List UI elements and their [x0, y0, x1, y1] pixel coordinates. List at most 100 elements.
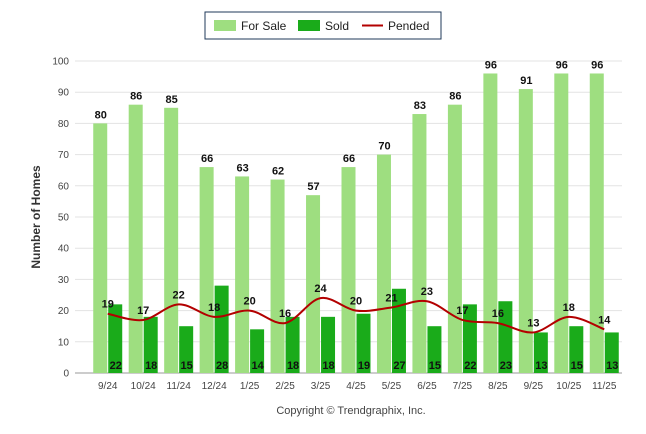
data-label-sold: 18 — [145, 360, 157, 372]
pended-line — [107, 296, 605, 334]
bar-sold — [214, 285, 229, 373]
data-label-sold: 15 — [571, 360, 583, 372]
x-axis-ticks: 9/24 10/24 11/24 12/24 1/25 2/25 3/25 4/25 5/25 6… — [98, 381, 617, 392]
data-label-pended: 19 — [102, 299, 114, 311]
data-label-for-sale: 96 — [485, 59, 497, 71]
y-tick-label: 20 — [58, 306, 70, 317]
data-label-for-sale: 86 — [130, 91, 142, 103]
data-label-for-sale: 62 — [272, 166, 284, 178]
data-label-pended: 22 — [173, 289, 185, 301]
y-tick-label: 0 — [63, 369, 69, 380]
data-label-pended: 23 — [421, 286, 433, 298]
legend: For Sale Sold Pended — [204, 11, 442, 40]
bar-for-sale — [164, 107, 179, 374]
data-label-sold: 19 — [358, 360, 370, 372]
data-label-sold: 15 — [429, 360, 441, 372]
x-tick-label: 9/25 — [524, 381, 544, 392]
data-label-for-sale: 91 — [520, 75, 532, 87]
x-tick-label: 2/25 — [275, 381, 295, 392]
x-tick-label: 4/25 — [346, 381, 366, 392]
y-axis-title: Number of Homes — [29, 165, 43, 269]
x-tick-label: 9/24 — [98, 381, 118, 392]
pended-line-layer — [107, 296, 605, 334]
data-label-pended: 18 — [208, 302, 220, 314]
data-label-pended: 24 — [314, 283, 327, 295]
data-label-for-sale: 70 — [378, 141, 390, 153]
x-tick-label: 10/25 — [556, 381, 581, 392]
bar-sold — [391, 288, 406, 373]
bar-for-sale — [554, 73, 569, 373]
data-label-pended: 13 — [527, 317, 539, 329]
data-label-for-sale: 86 — [449, 91, 461, 103]
bar-sold — [108, 304, 123, 373]
data-label-sold: 27 — [393, 360, 405, 372]
bar-sold — [179, 326, 194, 373]
bar-for-sale — [128, 104, 143, 374]
data-label-for-sale: 66 — [201, 153, 213, 165]
x-tick-label: 7/25 — [453, 381, 473, 392]
data-label-sold: 13 — [606, 360, 618, 372]
bar-for-sale — [589, 73, 604, 373]
y-tick-label: 70 — [58, 150, 70, 161]
x-tick-label: 11/24 — [167, 381, 192, 392]
x-tick-label: 5/25 — [382, 381, 402, 392]
data-label-for-sale: 83 — [414, 100, 426, 112]
data-label-for-sale: 57 — [307, 181, 319, 193]
bar-for-sale — [341, 167, 356, 373]
bar-for-sale — [447, 104, 462, 374]
bar-for-sale — [270, 179, 285, 373]
data-label-sold: 22 — [110, 360, 122, 372]
y-tick-label: 80 — [58, 119, 70, 130]
y-tick-label: 40 — [58, 244, 70, 255]
data-label-sold: 18 — [322, 360, 334, 372]
bar-for-sale — [483, 73, 498, 373]
legend-label-pended: Pended — [388, 19, 429, 33]
bar-sold — [356, 313, 371, 373]
bar-for-sale — [518, 89, 533, 373]
x-tick-label: 10/24 — [131, 381, 156, 392]
bar-sold — [604, 332, 619, 373]
legend-swatch-for-sale — [214, 20, 236, 31]
bar-sold — [143, 316, 158, 373]
data-label-sold: 23 — [500, 360, 512, 372]
data-label-pended: 20 — [350, 296, 362, 308]
x-tick-label: 8/25 — [488, 381, 508, 392]
bar-for-sale — [235, 176, 250, 373]
y-tick-label: 90 — [58, 88, 70, 99]
bar-for-sale — [376, 154, 391, 373]
data-label-pended: 14 — [598, 314, 611, 326]
y-tick-label: 30 — [58, 275, 70, 286]
data-label-for-sale: 96 — [591, 59, 603, 71]
data-label-pended: 16 — [279, 308, 291, 320]
bar-sold — [427, 326, 442, 373]
data-label-pended: 16 — [492, 308, 504, 320]
bar-sold — [533, 332, 548, 373]
legend-label-for-sale: For Sale — [241, 19, 287, 33]
bar-for-sale — [306, 195, 321, 373]
x-tick-label: 3/25 — [311, 381, 331, 392]
data-label-sold: 18 — [287, 360, 299, 372]
legend-frame — [204, 11, 442, 40]
bar-sold — [569, 326, 584, 373]
data-label-pended: 17 — [456, 305, 468, 317]
bar-for-sale — [412, 114, 427, 373]
bar-for-sale — [93, 123, 108, 374]
legend-label-sold: Sold — [325, 19, 349, 33]
data-label-for-sale: 96 — [556, 59, 568, 71]
bars — [93, 73, 619, 374]
x-tick-label: 1/25 — [240, 381, 260, 392]
data-label-for-sale: 63 — [236, 162, 248, 174]
y-axis-ticks: 0 10 20 30 40 50 60 70 80 90 100 — [52, 57, 69, 380]
data-label-pended: 17 — [137, 305, 149, 317]
data-label-sold: 13 — [535, 360, 547, 372]
data-label-sold: 15 — [181, 360, 193, 372]
data-label-pended: 21 — [385, 292, 397, 304]
bar-for-sale — [199, 167, 214, 373]
bar-sold — [250, 329, 265, 373]
data-label-for-sale: 80 — [95, 109, 107, 121]
x-tick-label: 6/25 — [417, 381, 437, 392]
copyright-text: Copyright © Trendgraphix, Inc. — [276, 405, 425, 417]
data-label-for-sale: 66 — [343, 153, 355, 165]
data-label-sold: 14 — [251, 360, 264, 372]
